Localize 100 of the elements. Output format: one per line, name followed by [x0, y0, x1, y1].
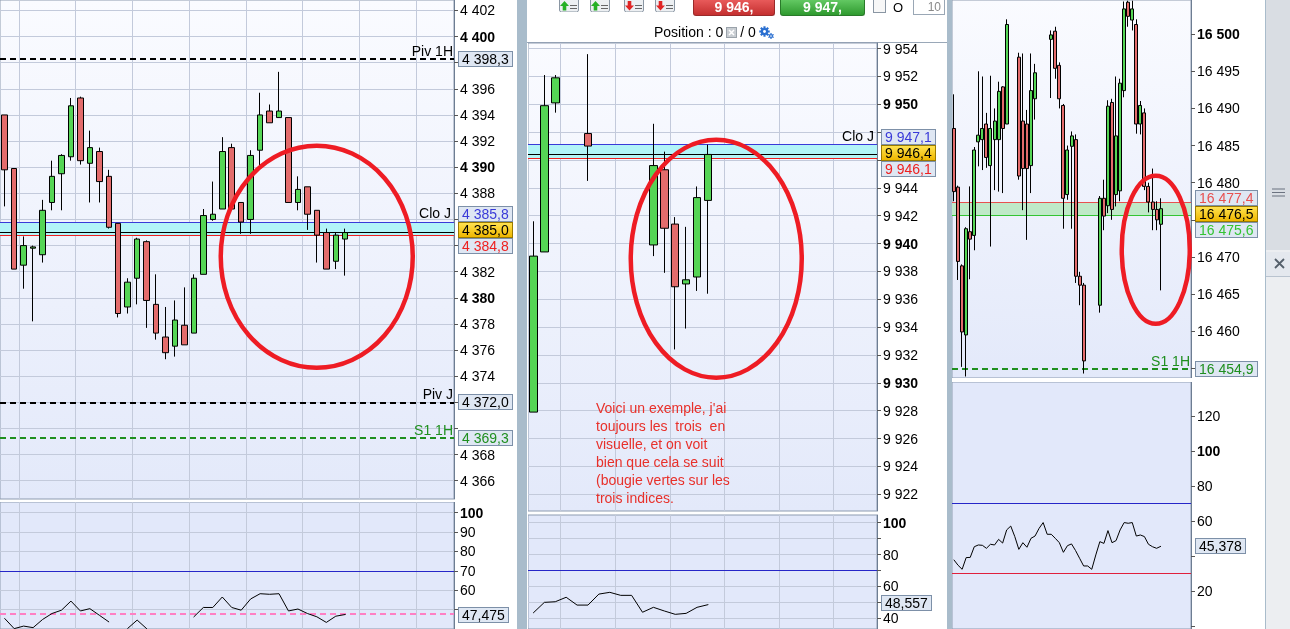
text: Position : 0 [654, 24, 724, 40]
y-tick-label: 100 [883, 514, 907, 531]
y-tick-label: 4 374 [460, 368, 496, 385]
ref-line-label: Piv 1H [411, 42, 453, 59]
text: 16 476,5 [1195, 205, 1258, 222]
text: 45,378 [1195, 538, 1246, 555]
candlestick [96, 147, 103, 203]
y-tick-label: 9 936 [883, 291, 919, 308]
text: 16 454,9 [1195, 361, 1258, 378]
text: 48,557 [881, 595, 932, 612]
candlestick [671, 216, 679, 350]
y-tick-label: 16 460 [1197, 323, 1241, 340]
text: 16 477,4 [1195, 189, 1258, 206]
y-tick-label: 4 380 [460, 289, 496, 306]
candlestick [980, 75, 984, 171]
text: / 0 [740, 24, 756, 40]
y-tick-label: 4 378 [460, 315, 496, 332]
y-tick-label: 16 490 [1197, 100, 1241, 117]
candlestick [551, 74, 560, 114]
y-tick-label: 4 390 [460, 159, 496, 176]
candlestick [172, 299, 178, 358]
annotation: Voici un exemple, j'ai toujours les trois en visuelle, et on voit bien que cela se suit (bougie vertes sur les trois indices. [596, 399, 731, 507]
candlestick [266, 104, 273, 124]
candlestick [134, 237, 140, 305]
y-tick-label: 80 [1197, 477, 1213, 494]
candlestick [219, 136, 226, 210]
y-tick-label: 4 400 [460, 28, 496, 45]
text: 47,475 [458, 606, 509, 623]
candlestick [106, 169, 112, 230]
y-tick-label: 60 [883, 578, 899, 595]
candlestick [162, 306, 169, 360]
y-tick-label: 100 [460, 504, 484, 521]
y-tick-label: 9 952 [883, 68, 919, 85]
y-tick-label: 9 930 [883, 374, 919, 391]
band-label: Clo J [419, 205, 451, 222]
y-tick-label: 4 396 [460, 80, 496, 97]
y-tick-label: 4 394 [460, 106, 496, 123]
candlestick [191, 273, 197, 334]
y-tick-label: 20 [1197, 582, 1213, 599]
button: 9 946, [693, 0, 775, 16]
y-tick-label: 4 366 [460, 472, 496, 489]
text: 9 946,4 [881, 144, 936, 161]
y-tick-label: 9 940 [883, 235, 919, 252]
text: 4 385,0 [458, 221, 513, 238]
y-tick-label: 40 [883, 610, 899, 627]
y-tick-label: 16 500 [1197, 26, 1241, 43]
candlestick [257, 92, 263, 167]
y-tick-label: 4 382 [460, 263, 496, 280]
text: 9 946,1 [881, 160, 936, 177]
y-tick-label: 9 922 [883, 486, 919, 503]
y-tick-label: 4 376 [460, 342, 496, 359]
candlestick [693, 185, 701, 292]
candlestick [295, 175, 301, 211]
candlestick [276, 71, 282, 119]
y-tick-label: 16 465 [1197, 286, 1241, 303]
candlestick [210, 181, 216, 222]
y-tick-label: 16 470 [1197, 248, 1241, 265]
y-tick-label: 9 934 [883, 319, 919, 336]
candlestick [143, 239, 150, 329]
candlestick [77, 96, 84, 166]
y-tick-label: 4 368 [460, 446, 496, 463]
y-tick-label: 9 932 [883, 347, 919, 363]
ref-line-label: S1 1H [1151, 353, 1190, 370]
y-tick-label: 16 485 [1197, 137, 1241, 154]
candlestick [1159, 197, 1163, 291]
line-series [953, 522, 1162, 570]
text: 4 385,8 [458, 205, 513, 222]
candlestick [20, 235, 27, 290]
input-field: 10 [913, 0, 945, 15]
text: 4 372,0 [458, 394, 513, 411]
y-tick-label: 60 [460, 582, 476, 599]
candlestick [304, 186, 311, 231]
candlestick [181, 286, 188, 346]
y-tick-label: 80 [883, 546, 899, 563]
line-series [532, 591, 709, 615]
ref-line-label: S1 1H [414, 421, 453, 438]
candlestick [529, 220, 538, 413]
button: 9 947, [780, 0, 865, 16]
y-tick-label: 4 402 [460, 2, 496, 19]
candlestick [1049, 29, 1053, 99]
text: 4 369,3 [458, 429, 513, 446]
y-tick-label: 16 480 [1197, 174, 1241, 191]
text: 4 398,3 [458, 50, 513, 67]
y-tick-label: 80 [460, 543, 476, 560]
y-tick-label: 9 926 [883, 430, 919, 447]
text: O [893, 0, 904, 15]
y-tick-label: 4 388 [460, 185, 496, 202]
candlestick [124, 277, 131, 315]
candlestick [68, 97, 74, 162]
candlestick [285, 117, 292, 203]
y-tick-label: 9 928 [883, 402, 919, 419]
candlestick [1, 114, 8, 207]
text: 9 947,1 [881, 128, 936, 145]
candlestick [997, 81, 1001, 193]
ref-line-label: Piv J [422, 386, 453, 403]
y-tick-label: 4 392 [460, 133, 496, 150]
band-label: Clo J [842, 127, 874, 144]
y-tick-label: 9 938 [883, 263, 919, 280]
y-tick-label: 9 954 [883, 40, 919, 57]
text: 4 384,8 [458, 237, 513, 254]
